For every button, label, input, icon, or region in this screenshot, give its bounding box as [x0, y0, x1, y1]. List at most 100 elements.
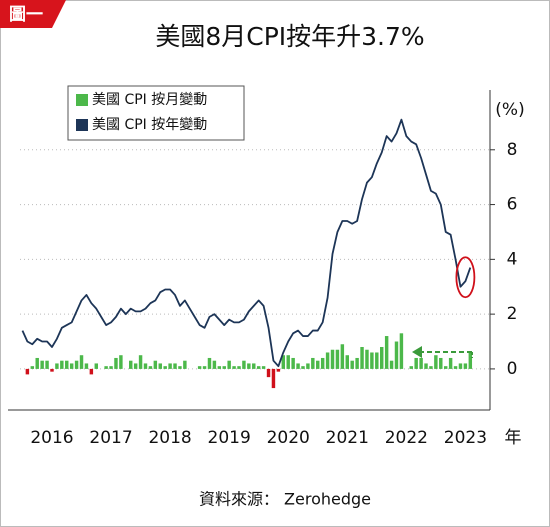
arrow-head	[412, 346, 422, 358]
bar	[129, 360, 133, 369]
bar	[335, 349, 340, 369]
bar	[227, 360, 231, 369]
bar	[394, 341, 399, 369]
bar	[183, 360, 187, 369]
bar	[375, 352, 379, 369]
x-tick-label: 2020	[267, 428, 310, 448]
bar	[350, 360, 354, 369]
bar	[345, 355, 349, 369]
legend-label: 美國 CPI 按年變動	[92, 117, 207, 133]
bar	[84, 363, 89, 369]
source: 資料來源： Zerohedge	[199, 490, 371, 509]
bar	[429, 366, 433, 369]
bar	[158, 363, 162, 369]
bar	[69, 363, 74, 369]
bar	[443, 366, 448, 369]
bar	[133, 363, 138, 369]
line	[21, 118, 472, 368]
bar	[325, 352, 330, 369]
bar	[252, 363, 256, 369]
bar	[448, 357, 453, 369]
bar	[148, 366, 153, 369]
bar	[168, 363, 172, 369]
bar	[281, 355, 286, 369]
x-tick-label: 2016	[30, 428, 73, 448]
bar	[138, 355, 143, 369]
x-axis-label: 年	[505, 428, 522, 448]
bar	[207, 357, 212, 369]
bar	[409, 366, 413, 369]
bar	[173, 363, 177, 369]
bar	[50, 368, 54, 372]
bar	[419, 357, 423, 369]
bar	[301, 366, 305, 369]
bar	[286, 355, 290, 369]
y-tick-label: 2	[507, 304, 518, 324]
y-tick-label: 0	[507, 359, 518, 379]
bar	[291, 357, 295, 369]
bar	[237, 366, 241, 369]
bar	[266, 368, 271, 378]
legend-swatch	[76, 119, 88, 131]
bar	[271, 368, 276, 389]
bar	[468, 352, 473, 369]
bar	[197, 366, 202, 369]
bar	[276, 368, 281, 372]
bar	[143, 363, 148, 369]
bar	[360, 347, 364, 369]
x-tick-label: 2018	[148, 428, 191, 448]
highlight-circle	[455, 256, 476, 299]
bar	[316, 360, 320, 369]
x-tick-label: 2022	[385, 428, 428, 448]
x-tick-label: 2023	[444, 428, 487, 448]
bar	[463, 363, 468, 369]
badge: 圖一	[9, 5, 43, 25]
bar	[340, 344, 345, 369]
bar	[60, 360, 64, 369]
bar	[119, 355, 123, 369]
bar	[55, 363, 59, 369]
bar	[242, 360, 246, 369]
chart-title: 美國8月CPI按年升3.7%	[155, 22, 424, 51]
bar	[30, 366, 35, 369]
bar	[389, 360, 394, 369]
bar	[217, 366, 222, 369]
bar	[40, 360, 44, 369]
bar	[94, 363, 99, 369]
bar	[89, 368, 94, 375]
bar	[35, 357, 39, 369]
bar	[384, 336, 389, 369]
bar	[65, 360, 69, 369]
bar	[256, 366, 261, 369]
bar	[453, 366, 458, 369]
bar	[247, 363, 251, 369]
bar	[104, 366, 108, 369]
bar	[424, 363, 428, 369]
bar	[355, 357, 359, 369]
bar	[74, 360, 79, 369]
x-tick-label: 2019	[208, 428, 251, 448]
bar	[232, 366, 236, 369]
bar	[311, 357, 315, 369]
bar	[114, 357, 118, 369]
bar	[370, 352, 374, 369]
bar	[45, 360, 49, 369]
bar	[261, 366, 266, 369]
bar	[365, 349, 369, 369]
legend-label: 美國 CPI 按月變動	[92, 92, 207, 108]
bar	[153, 360, 158, 369]
bar	[320, 357, 325, 369]
bar	[178, 366, 182, 369]
y-axis-label: (%)	[495, 100, 524, 120]
bar	[163, 366, 167, 369]
bar	[222, 366, 226, 369]
bar	[399, 333, 404, 369]
badge-bg	[0, 0, 66, 28]
bar	[434, 355, 438, 369]
legend-box	[67, 85, 245, 141]
bar	[212, 360, 217, 369]
y-tick-label: 8	[507, 140, 518, 160]
